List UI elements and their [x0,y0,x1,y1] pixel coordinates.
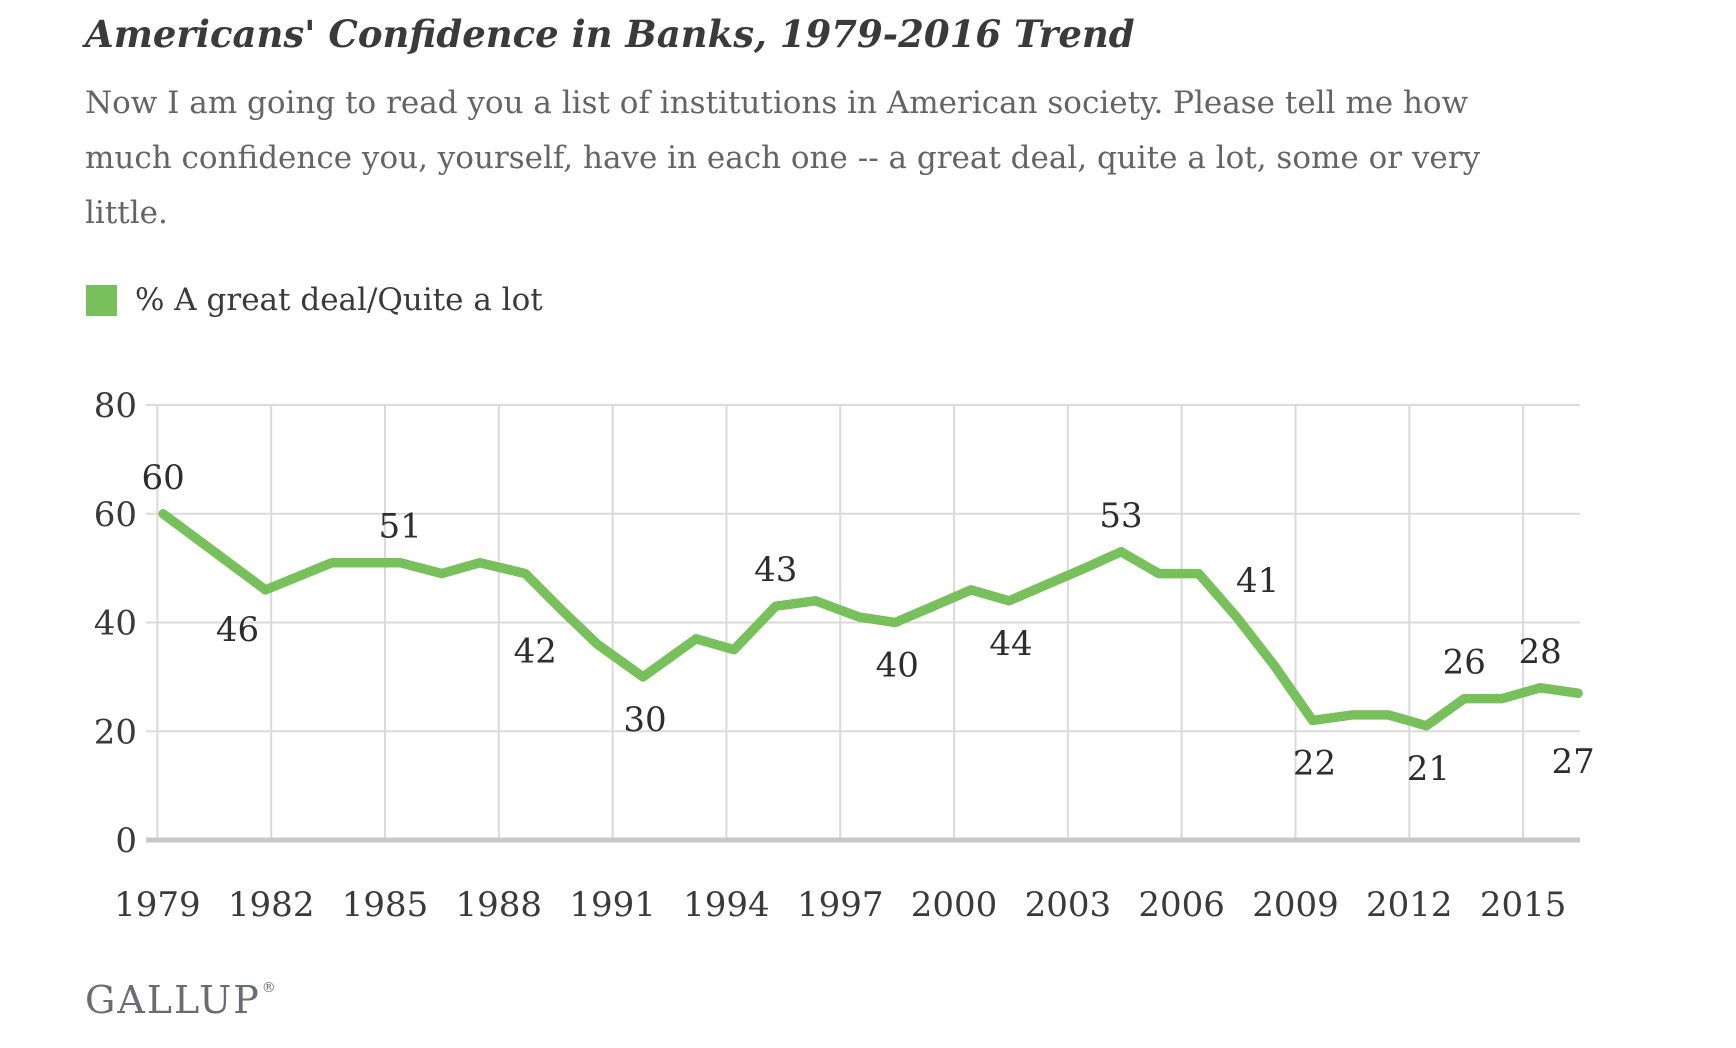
data-point-label: 53 [1099,496,1142,536]
legend: % A great deal/Quite a lot [86,282,543,318]
y-axis-tick-label: 0 [115,821,137,861]
y-axis-tick-label: 80 [94,386,137,426]
data-point-label: 44 [989,624,1032,664]
survey-question-text: Now I am going to read you a list of ins… [85,85,1481,231]
registered-mark-icon: ® [261,980,278,996]
legend-swatch [86,284,117,316]
x-axis-tick-label: 1988 [456,885,543,925]
x-axis-tick-label: 1991 [569,885,656,925]
data-point-label: 21 [1407,749,1450,789]
y-axis-tick-label: 20 [94,712,137,752]
data-point-label: 40 [876,646,919,686]
data-point-label: 43 [754,550,797,590]
y-axis-tick-label: 60 [94,495,137,535]
gallup-logo: GALLUP® [85,978,277,1022]
chart-title: Americans' Confidence in Banks, 1979-201… [85,12,1135,56]
x-axis-tick-label: 2009 [1252,885,1339,925]
x-axis-tick-label: 1994 [683,885,770,925]
x-axis-tick-label: 1985 [342,885,429,925]
data-point-label: 22 [1293,743,1336,783]
data-point-label: 26 [1443,643,1486,683]
gallup-wordmark: GALLUP [85,978,261,1022]
x-axis-tick-label: 2000 [911,885,998,925]
data-point-label: 46 [216,610,259,650]
legend-label: % A great deal/Quite a lot [135,282,543,318]
data-point-label: 42 [514,632,557,672]
x-axis-tick-label: 1982 [228,885,315,925]
data-point-label: 27 [1551,742,1594,782]
x-axis-tick-label: 2003 [1025,885,1112,925]
data-point-label: 51 [379,507,422,547]
x-axis-tick-label: 1997 [797,885,884,925]
data-point-label: 28 [1519,632,1562,672]
data-point-label: 30 [623,700,666,740]
x-axis-tick-label: 1979 [114,885,201,925]
trend-line [158,509,1583,731]
data-point-label: 41 [1236,561,1279,601]
x-axis-tick-label: 2006 [1138,885,1225,925]
x-axis-tick-label: 2015 [1480,885,1567,925]
data-point-label: 60 [141,458,184,498]
x-axis-tick-label: 2012 [1366,885,1453,925]
y-axis-tick-label: 40 [94,604,137,644]
